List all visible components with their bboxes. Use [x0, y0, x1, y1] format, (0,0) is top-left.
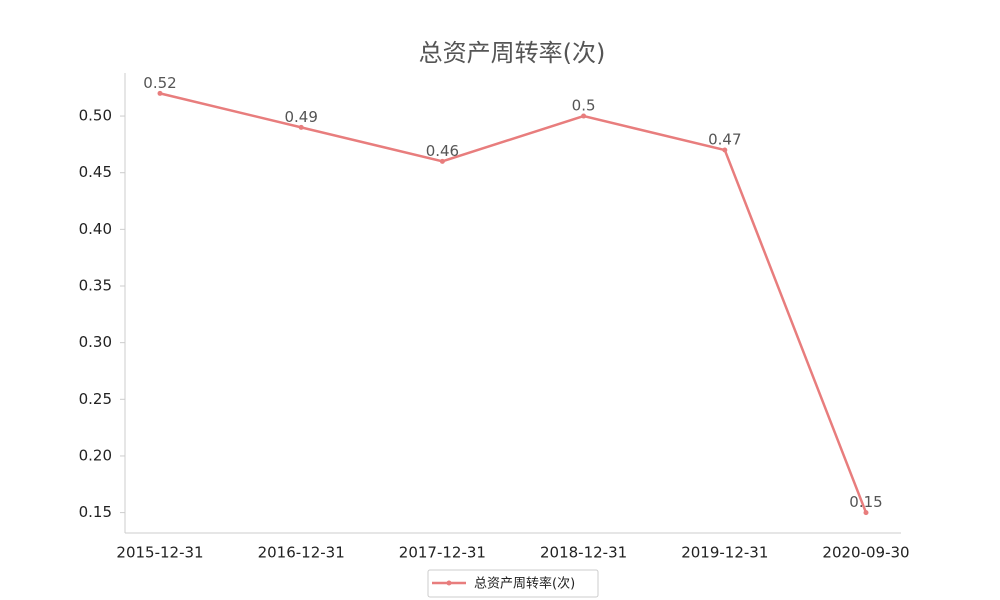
y-tick-label: 0.45 [79, 163, 112, 181]
legend-marker [446, 580, 452, 586]
x-tick-label: 2015-12-31 [116, 544, 203, 562]
point [439, 158, 445, 164]
series-line [159, 92, 868, 514]
point [581, 113, 587, 119]
y-tick-label: 0.35 [79, 277, 112, 295]
y-tick-label: 0.30 [79, 333, 112, 351]
x-tick-label: 2020-09-30 [822, 544, 909, 562]
point [863, 510, 869, 516]
point [157, 90, 163, 96]
x-tick-label: 2019-12-31 [681, 544, 768, 562]
x-tick-label: 2016-12-31 [258, 544, 345, 562]
value-label: 0.46 [426, 142, 459, 160]
legend-box [427, 569, 599, 598]
value-label: 0.47 [708, 131, 741, 149]
point [298, 124, 304, 130]
value-label: 0.5 [572, 97, 596, 115]
value-label: 0.49 [284, 108, 317, 126]
y-tick-label: 0.15 [79, 503, 112, 521]
y-tick-label: 0.20 [79, 446, 112, 464]
chart-title: 总资产周转率(次) [419, 39, 606, 67]
value-label: 0.15 [849, 493, 882, 511]
y-tick-label: 0.40 [79, 220, 112, 238]
y-tick-label: 0.50 [79, 107, 112, 125]
point [722, 147, 728, 153]
x-tick-label: 2018-12-31 [540, 544, 627, 562]
x-tick-label: 2017-12-31 [399, 544, 486, 562]
value-label: 0.52 [143, 74, 176, 92]
legend-label: 总资产周转率(次) [474, 576, 575, 592]
y-tick-label: 0.25 [79, 390, 112, 408]
